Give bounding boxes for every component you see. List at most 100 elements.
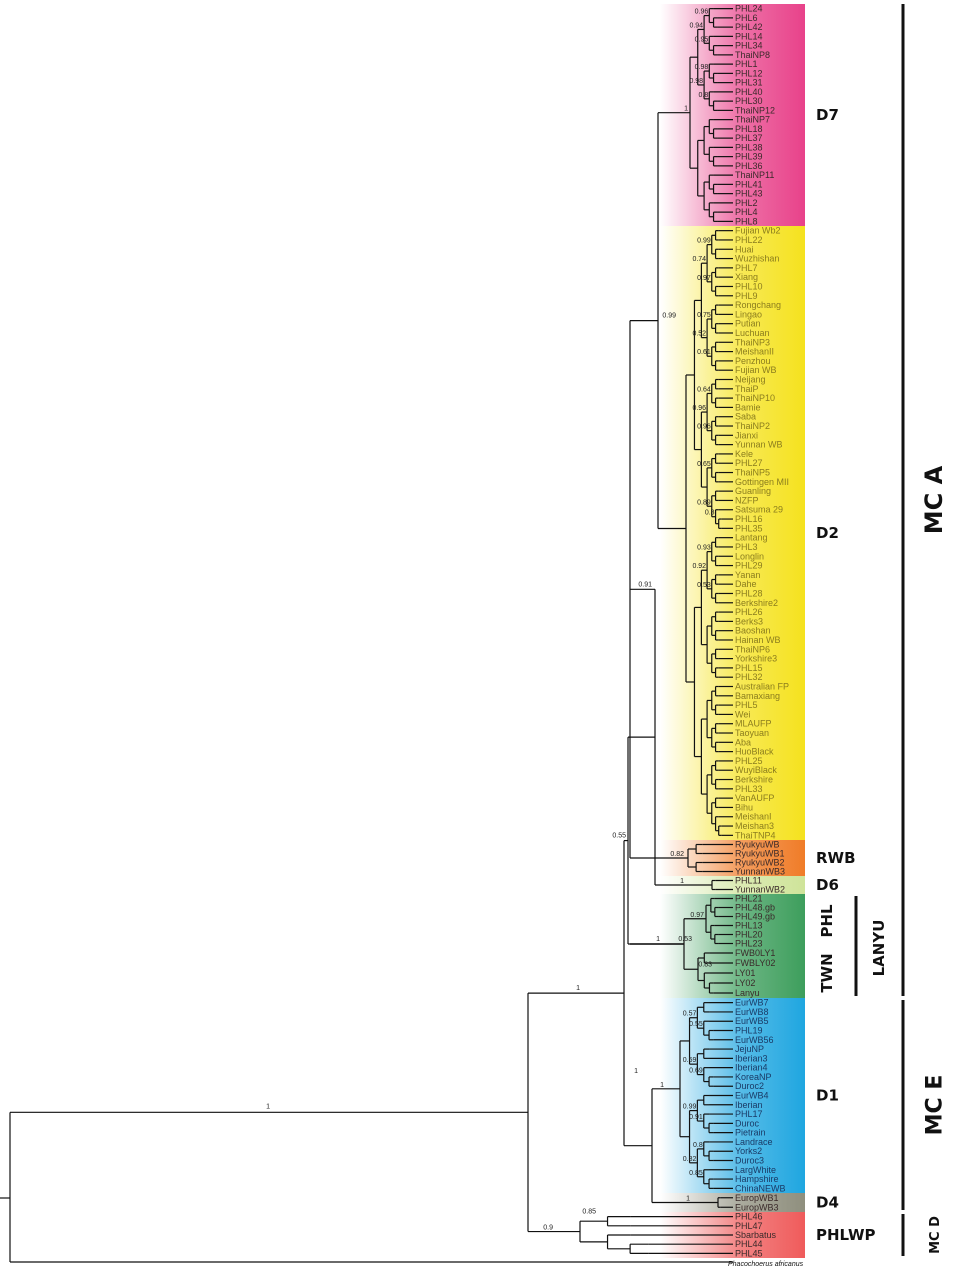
leaf-label: Berks3 [735, 616, 763, 626]
leaf-label: EurWB5 [735, 1016, 769, 1026]
leaf-label: Bihu [735, 802, 753, 812]
leaf-label: HuoBlack [735, 747, 774, 757]
leaf-label: Iberian3 [735, 1053, 768, 1063]
leaf-label: PHL42 [735, 22, 763, 32]
leaf-label: PHL28 [735, 588, 763, 598]
leaf-label: PHL25 [735, 756, 763, 766]
support-value: 0.96 [697, 424, 711, 431]
mc-label: MC E [923, 1075, 948, 1136]
leaf-label: PHL12 [735, 68, 763, 78]
leaf-label: ThaiNP7 [735, 115, 770, 125]
leaf-label: PHL44 [735, 1239, 763, 1249]
support-value: 0.97 [690, 912, 704, 919]
leaf-label: EuropWB1 [735, 1193, 779, 1203]
leaf-label: Neijang [735, 375, 766, 385]
leaf-label: Duroc2 [735, 1081, 764, 1091]
support-value: 0.55 [612, 833, 626, 840]
leaf-label: Satsuma 29 [735, 505, 783, 515]
leaf-label: PHL24 [735, 4, 763, 14]
leaf-label: PHL31 [735, 78, 763, 88]
support-value: 0.95 [695, 36, 709, 43]
leaf-label: PHL33 [735, 784, 763, 794]
leaf-label: PHL16 [735, 514, 763, 524]
leaf-label: MeishanI [735, 812, 772, 822]
leaf-label: Hampshire [735, 1174, 779, 1184]
support-value: 0.99 [697, 238, 711, 245]
leaf-label: NZFP [735, 495, 759, 505]
leaf-label: PHL22 [735, 235, 763, 245]
support-value: 0.96 [695, 9, 709, 16]
leaf-label: Lantang [735, 533, 768, 543]
support-value: 0.74 [692, 256, 706, 263]
support-values: 0.96 0.95 0.94 0.98 0.8 0.98 0.99 0.97 0.74 0.75 0… [266, 9, 715, 1232]
leaf-label: FWBLY02 [735, 958, 775, 968]
leaf-label: PHL13 [735, 921, 763, 931]
support-value: 0.99 [662, 313, 676, 320]
support-value: 0.91 [689, 1114, 703, 1121]
clade-label-d4: D4 [816, 1194, 839, 1212]
clade-label-d7: D7 [816, 106, 839, 124]
lanyu-group-label: LANYU [870, 920, 888, 977]
leaf-label: Taoyuan [735, 728, 769, 738]
leaf-label: PHL48.gb [735, 903, 775, 913]
leaf-label: PHL18 [735, 124, 763, 134]
leaf-label: Landrace [735, 1137, 773, 1147]
leaf-label: VanAUFP [735, 793, 774, 803]
leaf-label: PHL40 [735, 87, 763, 97]
support-value: 0.8 [699, 92, 709, 99]
support-value: 0.92 [692, 563, 706, 570]
leaf-label: LY01 [735, 968, 755, 978]
support-value: 1 [656, 936, 660, 943]
leaf-label: Fujian Wb2 [735, 226, 781, 236]
support-value: 0.55 [689, 1021, 703, 1028]
support-value: 0.93 [697, 545, 711, 552]
support-value: 0.82 [683, 1156, 697, 1163]
leaf-label: PHL9 [735, 291, 758, 301]
leaf-label: Duroc3 [735, 1156, 764, 1166]
leaf-label: MeishanII [735, 347, 774, 357]
support-value: 0.61 [697, 349, 711, 356]
leaf-label: LargWhite [735, 1165, 776, 1175]
leaf-label: RyukyuWB [735, 840, 780, 850]
leaf-label: Kele [735, 449, 753, 459]
leaf-label: Saba [735, 412, 756, 422]
clade-label-phlwp: PHLWP [816, 1226, 875, 1244]
leaf-label: PHL39 [735, 152, 763, 162]
leaf-label: Yorks2 [735, 1146, 762, 1156]
support-value: 0.69 [689, 1068, 703, 1075]
clade-band-d7 [660, 4, 805, 226]
leaf-label: PHL21 [735, 894, 763, 904]
leaf-label: PHL14 [735, 31, 763, 41]
leaf-label: Wei [735, 709, 750, 719]
support-value: 0.99 [683, 1104, 697, 1111]
leaf-label: PHL17 [735, 1109, 763, 1119]
leaf-label: ThaiP [735, 384, 759, 394]
support-value: 1 [684, 106, 688, 113]
leaf-label: Australian FP [735, 682, 789, 692]
leaf-label: Bamaxiang [735, 691, 780, 701]
leaf-label: ThaiNP5 [735, 468, 770, 478]
leaf-label: PHL27 [735, 458, 763, 468]
leaf-label: ThaiTNP4 [735, 830, 776, 840]
support-value: 0.52 [692, 331, 706, 338]
leaf-label: PHL7 [735, 263, 758, 273]
leaf-label: PHL38 [735, 142, 763, 152]
support-value: 0.8 [705, 510, 715, 517]
leaf-label: Huai [735, 244, 754, 254]
leaf-label: PHL10 [735, 281, 763, 291]
support-value: 0.53 [678, 936, 692, 943]
support-value: 0.96 [692, 405, 706, 412]
leaf-label: Guanling [735, 486, 771, 496]
leaf-label: PHL23 [735, 939, 763, 949]
support-value: 0.59 [683, 1057, 697, 1064]
clade-band-d4 [660, 1193, 805, 1212]
support-value: 0.83 [698, 961, 712, 968]
support-value: 0.89 [697, 499, 711, 506]
leaf-label: Xiang [735, 272, 758, 282]
clade-label-twn: TWN [818, 953, 836, 992]
leaf-label: Yorkshire3 [735, 654, 777, 664]
leaf-label: EurWB7 [735, 998, 769, 1008]
leaf-label: PHL20 [735, 930, 763, 940]
leaf-label: Lingao [735, 309, 762, 319]
